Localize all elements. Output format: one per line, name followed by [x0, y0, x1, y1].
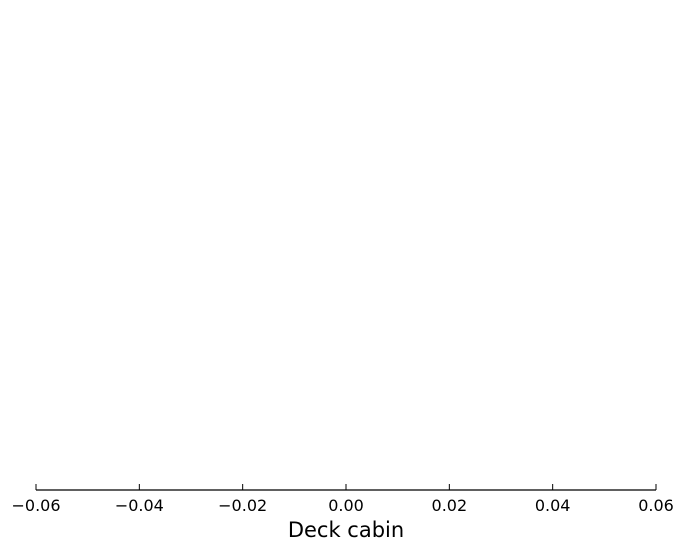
x-tick-label: −0.04 — [115, 496, 164, 515]
x-tick-label: −0.02 — [218, 496, 267, 515]
x-axis-label: Deck cabin — [288, 518, 404, 542]
x-tick-label: 0.06 — [638, 496, 674, 515]
x-tick-label: 0.04 — [535, 496, 571, 515]
x-tick-label: 0.00 — [328, 496, 364, 515]
x-tick-label: −0.06 — [11, 496, 60, 515]
x-ticks: −0.06 −0.04 −0.02 0.00 0.02 0.04 0.06 — [11, 484, 674, 515]
x-tick-label: 0.02 — [432, 496, 468, 515]
